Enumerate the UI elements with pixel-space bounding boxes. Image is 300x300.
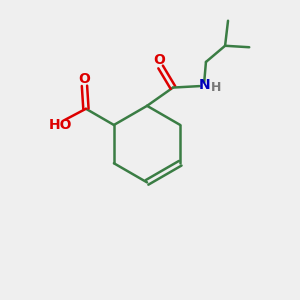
Text: H: H bbox=[211, 81, 221, 94]
Text: O: O bbox=[153, 53, 165, 68]
Text: O: O bbox=[79, 72, 90, 86]
Text: N: N bbox=[198, 78, 210, 92]
Text: HO: HO bbox=[49, 118, 72, 132]
